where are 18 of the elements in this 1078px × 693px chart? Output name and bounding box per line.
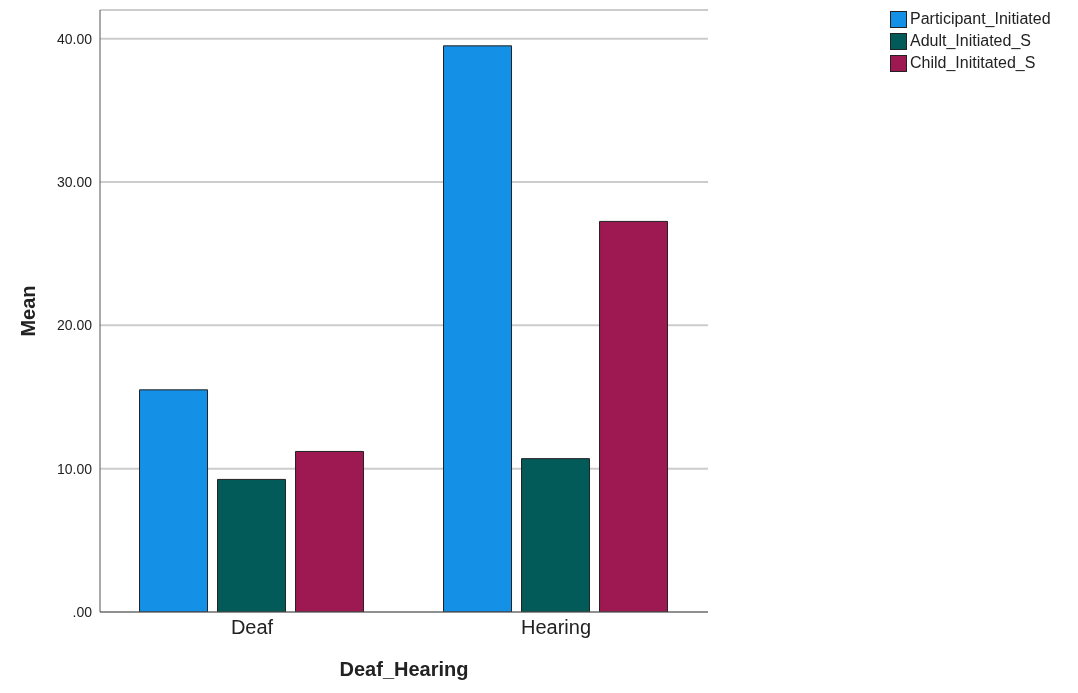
bar — [139, 389, 209, 612]
y-tick-label: 40.00 — [56, 30, 93, 47]
x-tick-label: Hearing — [520, 616, 592, 639]
bar — [217, 478, 287, 612]
bar — [599, 220, 669, 612]
legend-label: Participant_Initiated — [910, 10, 1051, 28]
x-tick-label: Deaf — [230, 616, 274, 639]
y-axis-title: Mean — [17, 285, 40, 337]
y-tick-label: .00 — [72, 603, 93, 620]
legend-label: Adult_Initiated_S — [910, 32, 1031, 50]
bar — [443, 45, 513, 612]
legend-label: Child_Inititated_S — [910, 54, 1036, 72]
y-tick-label: 20.00 — [56, 317, 93, 334]
y-tick-label: 10.00 — [56, 460, 93, 477]
bar — [295, 450, 365, 612]
y-tick-label: 30.00 — [56, 173, 93, 190]
x-axis-title: Deaf_Hearing — [339, 658, 469, 681]
bar — [521, 458, 591, 612]
